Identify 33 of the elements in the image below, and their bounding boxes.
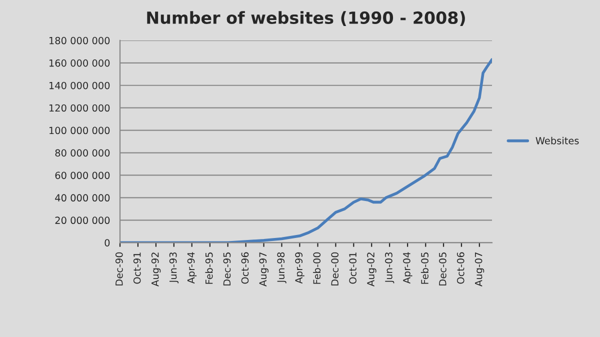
x-tick-label: Apr-94: [187, 252, 197, 284]
x-tick-label: Aug-07: [474, 252, 484, 286]
x-tick-label: Oct-96: [241, 252, 249, 284]
x-tick-label: Feb-95: [205, 252, 213, 284]
x-tick-label: Oct-91: [133, 252, 141, 284]
x-tick-label: Jun-93: [169, 252, 179, 284]
y-tick-label: 60 000 000: [55, 172, 110, 180]
x-tick-label: Aug-92: [151, 252, 161, 286]
x-tick-label: Apr-04: [403, 252, 412, 284]
x-tick-label: Aug-97: [259, 252, 268, 286]
x-tick-label: Oct-06: [456, 252, 464, 284]
y-tick-label: 140 000 000: [49, 82, 110, 90]
x-tick-label: Jun-98: [277, 252, 286, 284]
y-tick-label: 80 000 000: [55, 149, 110, 157]
y-tick-label: 180 000 000: [49, 36, 110, 44]
x-tick-label: Feb-00: [313, 252, 321, 284]
x-tick-label: Aug-02: [367, 252, 376, 286]
x-tick-label: Jun-03: [385, 252, 394, 284]
y-tick-label: 0: [104, 239, 110, 246]
y-tick-label: 120 000 000: [49, 104, 110, 112]
chart-title: Number of websites (1990 - 2008): [147, 11, 465, 26]
x-tick-label: Dec-00: [331, 252, 339, 286]
x-tick-label: Oct-01: [349, 252, 356, 284]
y-tick-label: 40 000 000: [55, 194, 110, 202]
y-tick-label: 20 000 000: [55, 216, 110, 224]
x-tick-label: Dec-05: [438, 252, 446, 286]
x-tick-label: Dec-95: [223, 252, 231, 286]
legend-label: Websites: [536, 136, 579, 144]
y-tick-label: 100 000 000: [49, 126, 110, 134]
x-tick-label: Feb-05: [420, 252, 428, 284]
x-tick-label: Dec-90: [115, 252, 123, 286]
y-tick-label: 160 000 000: [49, 59, 110, 67]
x-tick-label: Apr-99: [295, 252, 304, 284]
